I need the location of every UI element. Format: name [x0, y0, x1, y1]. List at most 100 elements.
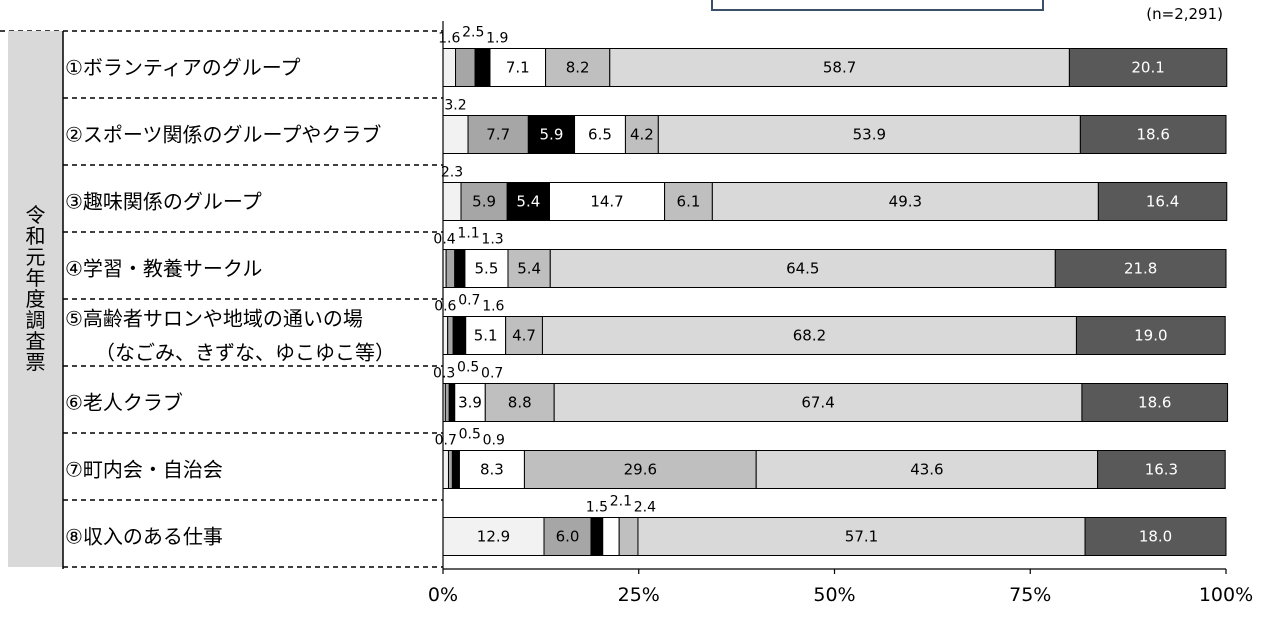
bar-segment — [442, 48, 457, 87]
data-label-small: 1.1 — [457, 226, 479, 242]
bar-segment — [467, 115, 529, 154]
category-label: ③趣味関係のグループ — [65, 190, 262, 214]
data-label-small: 0.7 — [458, 293, 480, 309]
data-label: 57.1 — [845, 528, 878, 546]
group-label-char: 令 — [26, 203, 46, 227]
bar-segment — [574, 115, 626, 154]
data-label-small: 0.3 — [433, 366, 455, 382]
bar-segment — [527, 115, 576, 154]
data-label-small: 0.6 — [434, 299, 456, 315]
bar-segment — [545, 48, 611, 87]
data-label: 49.3 — [889, 193, 922, 211]
data-label: 16.4 — [1146, 193, 1179, 211]
bar-segment — [1054, 249, 1227, 288]
data-label-small: 1.3 — [481, 232, 503, 248]
bar-segment — [442, 182, 462, 221]
bar-segment — [1079, 115, 1227, 154]
category-label: ⑦町内会・自治会 — [65, 458, 223, 482]
data-label: 5.9 — [540, 126, 564, 144]
bar-segment — [755, 450, 1099, 489]
bar-segment — [637, 517, 1086, 556]
data-label: 14.7 — [590, 193, 623, 211]
bar-segment — [505, 316, 543, 355]
x-tick-label: 0% — [428, 584, 458, 606]
bar-segment — [506, 182, 550, 221]
bar-segment — [1081, 383, 1229, 422]
data-label-small: 1.6 — [438, 31, 460, 47]
data-label: 58.7 — [823, 59, 856, 77]
bar-segment — [444, 383, 450, 422]
data-label-small: 1.5 — [586, 500, 608, 516]
category-label: ①ボランティアのグループ — [65, 56, 301, 80]
data-label: 5.4 — [517, 260, 541, 278]
bar-segment — [618, 517, 639, 556]
data-label: 6.1 — [677, 193, 701, 211]
data-label: 18.6 — [1138, 394, 1171, 412]
data-label-small: 0.7 — [481, 366, 503, 382]
bar-segment — [452, 316, 467, 355]
data-label: 20.1 — [1131, 59, 1164, 77]
bar-segment — [454, 383, 486, 422]
group-label-char: 査 — [26, 329, 46, 353]
data-label: 6.5 — [588, 126, 612, 144]
data-label: 12.9 — [477, 528, 510, 546]
bar-segment — [1068, 48, 1228, 87]
bar-segment — [1097, 182, 1228, 221]
category-label: ⑥老人クラブ — [65, 391, 183, 415]
data-label: 7.7 — [486, 126, 510, 144]
bar-segment — [447, 450, 453, 489]
x-tick-label: 75% — [1009, 584, 1051, 606]
data-label: 4.2 — [630, 126, 654, 144]
data-label-small: 1.6 — [482, 299, 504, 315]
data-label: 43.6 — [910, 461, 943, 479]
data-label-small: 2.1 — [610, 494, 632, 510]
bar-segment — [474, 48, 491, 87]
group-band — [8, 31, 63, 567]
bar-segment — [507, 249, 551, 288]
bar-segment — [442, 115, 469, 154]
data-label: 18.0 — [1139, 528, 1172, 546]
bar-segment — [465, 316, 507, 355]
data-label: 8.8 — [508, 394, 532, 412]
group-label-char: 和 — [26, 224, 46, 248]
data-label: 16.3 — [1145, 461, 1178, 479]
bar-segment — [549, 249, 1056, 288]
bar-segment — [553, 383, 1083, 422]
data-label: 7.1 — [506, 59, 530, 77]
data-label-small: 0.7 — [435, 433, 457, 449]
category-label: ④学習・教養サークル — [65, 257, 262, 281]
bar-segment — [442, 517, 545, 556]
data-label-small: 0.5 — [457, 360, 479, 376]
category-label: ⑧収入のある仕事 — [65, 525, 223, 549]
x-tick-label: 25% — [618, 584, 660, 606]
bar-segment — [541, 316, 1077, 355]
data-label: 5.5 — [475, 260, 499, 278]
bar-segment — [484, 383, 555, 422]
category-label: ⑤高齢者サロンや地域の通いの場 — [65, 307, 363, 331]
data-label: 4.7 — [512, 327, 536, 345]
bar-segment — [590, 517, 604, 556]
sample-size-note: (n=2,291) — [1146, 5, 1223, 23]
bar-segment — [458, 450, 525, 489]
group-label-char: 年 — [26, 266, 46, 290]
data-label: 53.9 — [853, 126, 886, 144]
bar-segment — [454, 249, 466, 288]
category-label: （なごみ、きずな、ゆこゆこ等） — [95, 341, 395, 365]
bar-segment — [451, 450, 460, 489]
bar-segment — [602, 517, 620, 556]
bar-segment — [1084, 517, 1227, 556]
data-label: 6.0 — [556, 528, 580, 546]
data-label: 3.9 — [458, 394, 482, 412]
x-tick-label: 100% — [1199, 584, 1253, 606]
group-label-char: 票 — [26, 350, 46, 374]
data-label: 64.5 — [786, 260, 819, 278]
bar-segment — [609, 48, 1070, 87]
data-label-small: 2.5 — [462, 25, 484, 41]
bar-segment — [460, 182, 508, 221]
bar-segment — [489, 48, 547, 87]
data-label: 5.4 — [516, 193, 540, 211]
group-label-char: 調 — [26, 308, 46, 332]
data-label: 18.6 — [1136, 126, 1169, 144]
bar-segment — [448, 383, 456, 422]
